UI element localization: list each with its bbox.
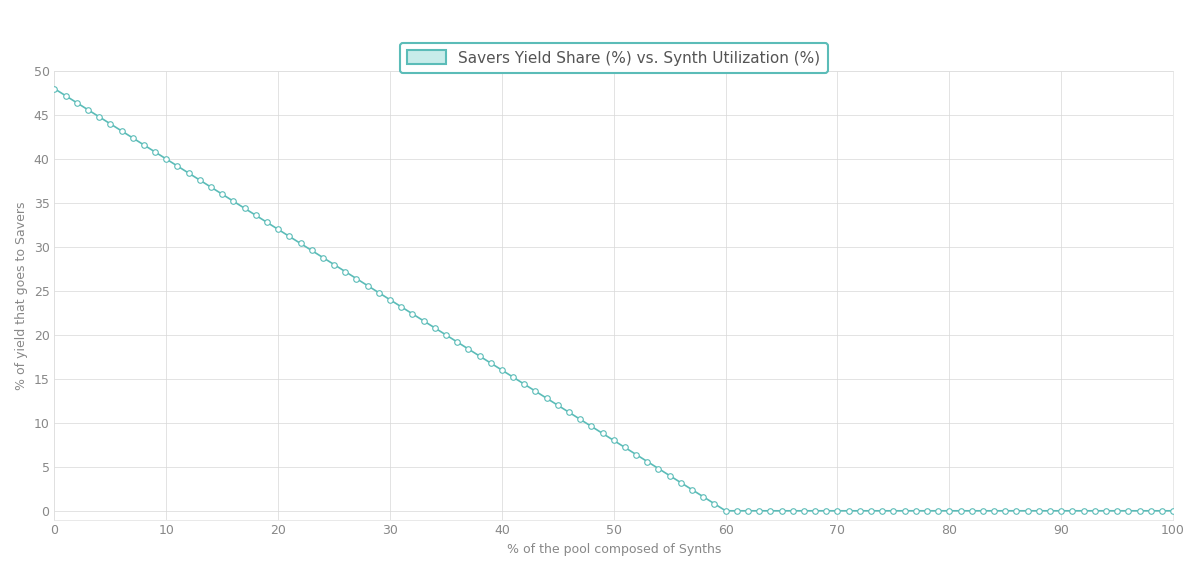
Y-axis label: % of yield that goes to Savers: % of yield that goes to Savers bbox=[14, 201, 28, 389]
X-axis label: % of the pool composed of Synths: % of the pool composed of Synths bbox=[506, 543, 721, 556]
Legend: Savers Yield Share (%) vs. Synth Utilization (%): Savers Yield Share (%) vs. Synth Utiliza… bbox=[400, 43, 828, 73]
